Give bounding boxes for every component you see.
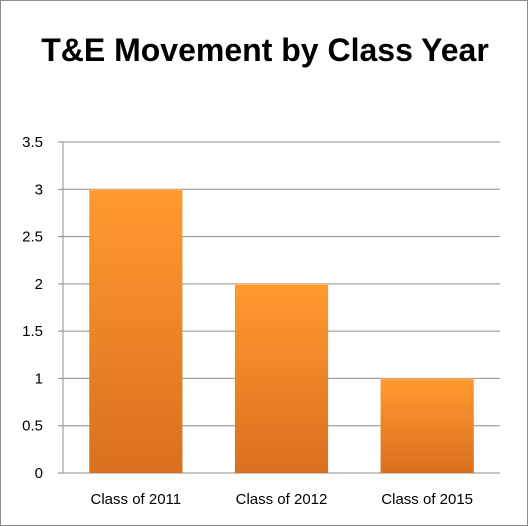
x-tick-label: Class of 2015 [381,491,473,508]
bar-2 [234,283,329,473]
y-tick-label: 2 [35,276,43,293]
x-tick-label: Class of 2011 [91,491,182,508]
y-tick-label: 3 [35,181,43,198]
y-tick-label: 1.5 [22,323,43,340]
x-tick-labels: Class of 2011 Class of 2012 Class of 2015 [91,491,474,508]
y-tick-label: 0.5 [22,418,43,435]
y-tick-label: 3.5 [22,134,43,151]
y-tick-label: 2.5 [22,229,43,246]
chart-title: T&E Movement by Class Year [41,32,489,68]
y-tick-labels: 0 0.5 1 1.5 2 2.5 3 3.5 [22,134,43,482]
bars [89,189,474,474]
y-tick-label: 0 [35,465,43,482]
bar-1 [89,189,183,474]
x-tick-label: Class of 2012 [236,491,328,508]
bar-3 [380,378,474,473]
y-tick-label: 1 [35,370,43,387]
